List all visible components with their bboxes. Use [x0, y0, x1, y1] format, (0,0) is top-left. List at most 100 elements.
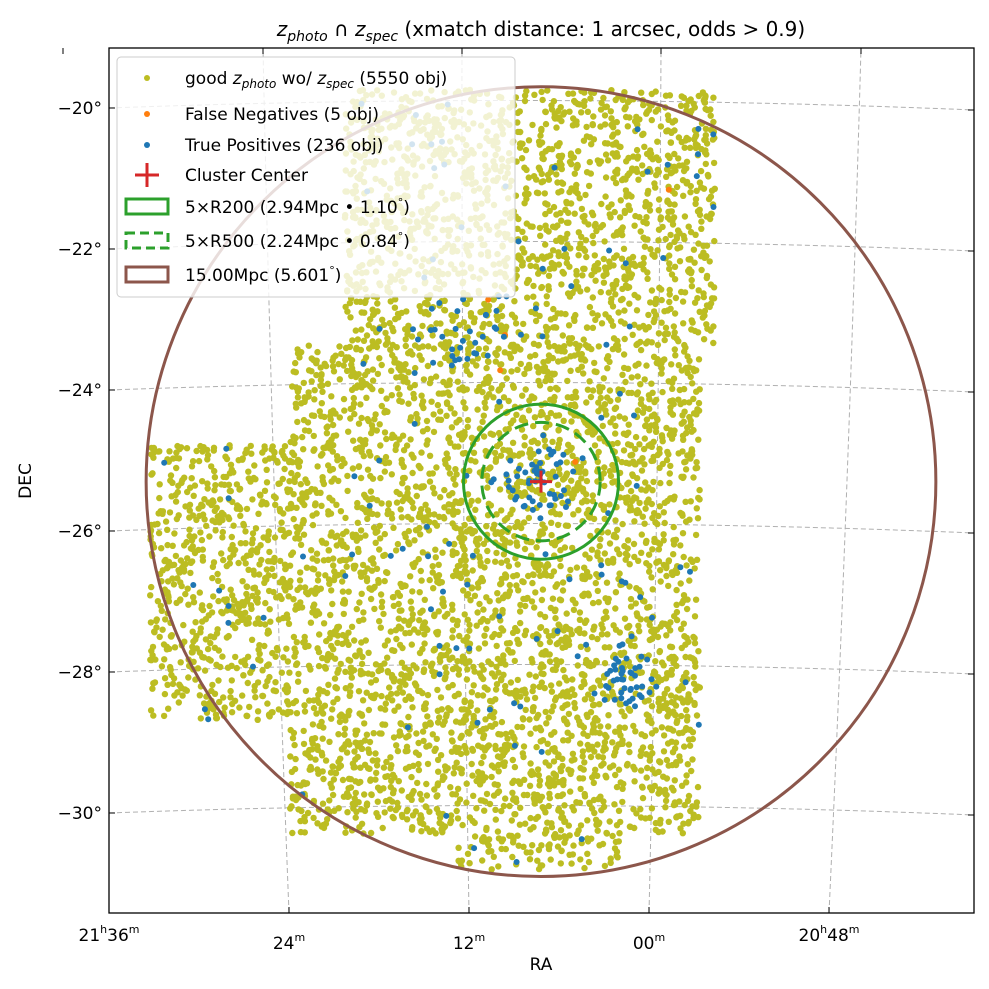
good-zphoto-point	[555, 427, 562, 434]
good-zphoto-point	[563, 200, 571, 207]
good-zphoto-point	[352, 731, 359, 738]
good-zphoto-point	[555, 249, 562, 256]
good-zphoto-point	[671, 346, 678, 353]
good-zphoto-point	[405, 400, 412, 407]
good-zphoto-point	[555, 751, 562, 758]
good-zphoto-point	[683, 706, 690, 714]
good-zphoto-point	[405, 713, 412, 721]
good-zphoto-point	[355, 420, 363, 427]
good-zphoto-point	[612, 771, 619, 779]
good-zphoto-point	[400, 378, 407, 385]
good-zphoto-point	[500, 394, 508, 401]
good-zphoto-point	[586, 799, 593, 806]
good-zphoto-point	[474, 406, 481, 413]
good-zphoto-point	[437, 658, 444, 665]
good-zphoto-point	[329, 357, 336, 364]
good-zphoto-point	[581, 630, 588, 637]
good-zphoto-point	[511, 657, 518, 665]
good-zphoto-point	[531, 604, 538, 611]
good-zphoto-point	[318, 400, 325, 407]
good-zphoto-point	[451, 410, 458, 417]
good-zphoto-point	[527, 760, 534, 767]
good-zphoto-point	[336, 718, 344, 726]
good-zphoto-point	[682, 498, 689, 505]
good-zphoto-point	[667, 692, 675, 699]
good-zphoto-point	[544, 201, 551, 208]
good-zphoto-point	[613, 252, 620, 259]
good-zphoto-point	[359, 697, 367, 704]
good-zphoto-point	[345, 656, 352, 663]
good-zphoto-point	[643, 362, 650, 369]
good-zphoto-point	[381, 642, 389, 649]
good-zphoto-point	[619, 785, 626, 792]
good-zphoto-point	[671, 127, 678, 134]
good-zphoto-point	[470, 682, 477, 689]
good-zphoto-point	[686, 742, 694, 749]
good-zphoto-point	[591, 252, 598, 259]
good-zphoto-point	[320, 775, 327, 783]
good-zphoto-point	[638, 396, 645, 403]
good-zphoto-point	[346, 343, 354, 351]
good-zphoto-point	[164, 578, 172, 585]
good-zphoto-point	[447, 819, 454, 827]
good-zphoto-point	[601, 550, 608, 557]
good-zphoto-point	[695, 436, 702, 443]
good-zphoto-point	[545, 176, 553, 183]
good-zphoto-point	[619, 520, 626, 528]
good-zphoto-point	[360, 609, 367, 616]
good-zphoto-point	[543, 628, 550, 635]
good-zphoto-point	[305, 427, 313, 435]
good-zphoto-point	[523, 220, 530, 227]
good-zphoto-point	[229, 541, 236, 549]
good-zphoto-point	[624, 99, 632, 106]
good-zphoto-point	[548, 708, 555, 715]
good-zphoto-point	[197, 529, 204, 536]
good-zphoto-point	[373, 427, 380, 434]
good-zphoto-point	[147, 619, 155, 626]
good-zphoto-point	[437, 408, 444, 415]
good-zphoto-point	[248, 636, 256, 643]
good-zphoto-point	[149, 470, 156, 477]
good-zphoto-point	[398, 787, 405, 794]
good-zphoto-point	[261, 487, 269, 494]
good-zphoto-point	[593, 571, 600, 578]
good-zphoto-point	[433, 522, 441, 529]
good-zphoto-point	[227, 687, 234, 695]
good-zphoto-point	[704, 325, 711, 332]
good-zphoto-point	[391, 304, 399, 311]
good-zphoto-point	[580, 370, 587, 377]
good-zphoto-point	[663, 775, 671, 782]
good-zphoto-point	[338, 350, 345, 357]
good-zphoto-point	[331, 675, 339, 682]
good-zphoto-point	[622, 113, 630, 121]
good-zphoto-point	[665, 451, 672, 458]
good-zphoto-point	[454, 785, 462, 792]
good-zphoto-point	[637, 228, 644, 235]
good-zphoto-point	[667, 409, 674, 416]
good-zphoto-point	[261, 642, 268, 650]
good-zphoto-point	[707, 112, 714, 119]
good-zphoto-point	[393, 635, 400, 643]
good-zphoto-point	[649, 487, 656, 494]
good-zphoto-point	[572, 99, 579, 106]
good-zphoto-point	[457, 734, 464, 742]
good-zphoto-point	[234, 618, 242, 626]
good-zphoto-point	[605, 723, 612, 730]
good-zphoto-point	[432, 373, 440, 380]
good-zphoto-point	[609, 141, 617, 148]
good-zphoto-point	[562, 693, 569, 700]
good-zphoto-point	[156, 448, 163, 455]
good-zphoto-point	[411, 537, 418, 544]
good-zphoto-point	[332, 410, 339, 417]
good-zphoto-point	[518, 155, 526, 162]
good-zphoto-point	[559, 762, 566, 770]
good-zphoto-point	[402, 533, 409, 541]
good-zphoto-point	[625, 268, 632, 275]
good-zphoto-point	[579, 753, 586, 760]
good-zphoto-point	[479, 857, 486, 864]
good-zphoto-point	[426, 808, 433, 815]
good-zphoto-point	[376, 522, 383, 530]
good-zphoto-point	[527, 814, 534, 822]
good-zphoto-point	[675, 730, 683, 737]
good-zphoto-point	[189, 458, 197, 465]
